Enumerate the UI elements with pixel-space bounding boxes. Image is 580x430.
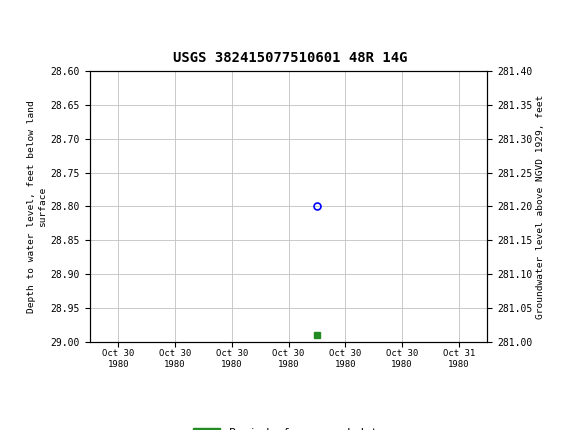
Legend: Period of approved data: Period of approved data <box>188 423 389 430</box>
Text: USGS: USGS <box>75 15 130 33</box>
Text: USGS 382415077510601 48R 14G: USGS 382415077510601 48R 14G <box>173 51 407 65</box>
Y-axis label: Groundwater level above NGVD 1929, feet: Groundwater level above NGVD 1929, feet <box>536 94 545 319</box>
Y-axis label: Depth to water level, feet below land
surface: Depth to water level, feet below land su… <box>27 100 46 313</box>
